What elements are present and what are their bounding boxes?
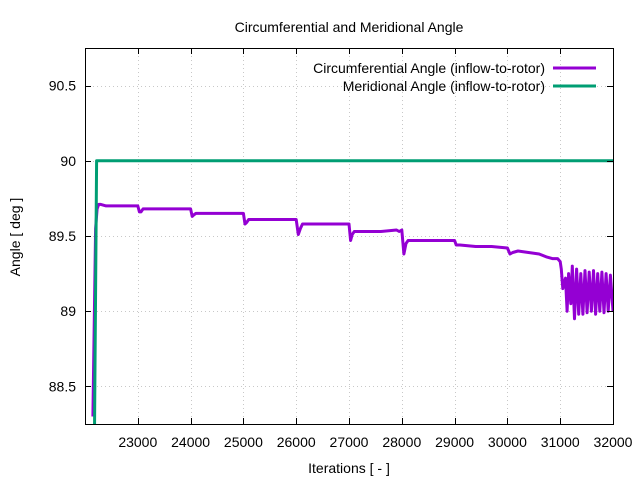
x-tick-label: 23000 [118, 434, 157, 450]
y-tick-label: 88.5 [49, 378, 76, 394]
meridional-angle-series-line [93, 159, 613, 424]
x-tick-label: 27000 [330, 434, 369, 450]
y-tick-label: 89 [60, 303, 76, 319]
x-tick-labels: 23000 24000 25000 26000 27000 28000 29000 30000… [118, 434, 632, 450]
x-tick-label: 28000 [382, 434, 421, 450]
meridional-angle-legend-label: Meridional Angle (inflow-to-rotor) [343, 78, 545, 94]
x-tick-label: 30000 [488, 434, 527, 450]
x-tick-label: 29000 [435, 434, 474, 450]
circumferential-angle-series-line [91, 202, 613, 417]
x-tick-label: 31000 [541, 434, 580, 450]
circumferential-angle-legend-label: Circumferential Angle (inflow-to-rotor) [313, 60, 545, 76]
x-tick-label: 25000 [224, 434, 263, 450]
series-lines [91, 159, 613, 424]
x-tick-label: 24000 [171, 434, 210, 450]
x-tick-label: 26000 [277, 434, 316, 450]
axis-ticks [85, 48, 614, 424]
y-axis-title: Angle [ deg ] [7, 198, 23, 277]
y-tick-labels: 88.5 89 89.5 90 90.5 [49, 78, 76, 395]
y-tick-label: 90 [60, 153, 76, 169]
x-tick-label: 32000 [594, 434, 633, 450]
y-tick-label: 89.5 [49, 228, 76, 244]
chart-title: Circumferential and Meridional Angle [235, 19, 464, 35]
x-axis-title: Iterations [ - ] [308, 460, 390, 476]
legend: Circumferential Angle (inflow-to-rotor) M… [313, 60, 596, 94]
y-tick-label: 90.5 [49, 78, 76, 94]
